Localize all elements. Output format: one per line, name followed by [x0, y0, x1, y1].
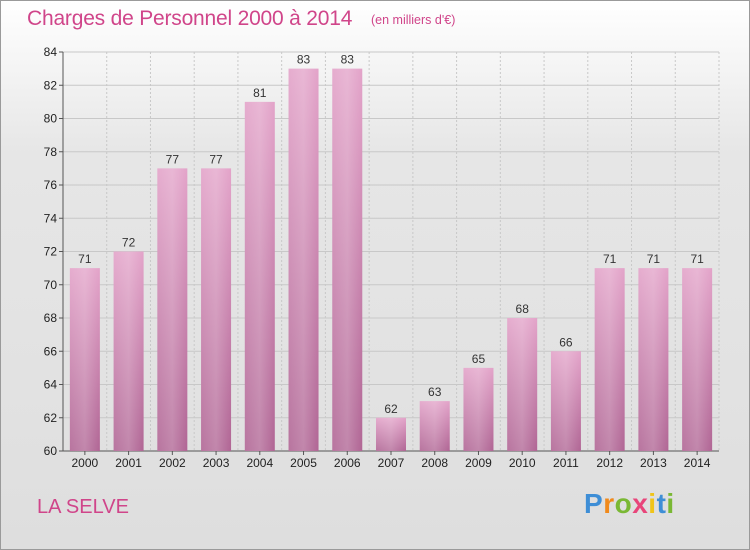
y-tick-label: 64 — [44, 378, 58, 392]
value-label-2001: 72 — [122, 236, 136, 250]
value-label-2006: 83 — [341, 53, 355, 67]
logo-letter: t — [656, 488, 667, 519]
value-label-2000: 71 — [78, 252, 92, 266]
y-tick-label: 74 — [44, 211, 58, 225]
bar-shine-2002 — [157, 168, 188, 451]
value-label-2007: 62 — [384, 402, 398, 416]
bar-shine-2013 — [638, 268, 669, 451]
bars — [69, 68, 713, 451]
chart-subtitle: (en milliers d'€) — [371, 13, 456, 27]
y-tick-label: 60 — [44, 444, 58, 458]
value-label-2011: 66 — [559, 335, 573, 349]
bar-shine-2011 — [550, 351, 581, 451]
value-label-2008: 63 — [428, 385, 442, 399]
x-tick-label-2000: 2000 — [72, 456, 99, 470]
x-tick-label-2003: 2003 — [203, 456, 230, 470]
y-tick-label: 80 — [44, 112, 58, 126]
logo-letter: i — [648, 488, 657, 519]
y-tick-label: 76 — [44, 178, 58, 192]
y-tick-label: 66 — [44, 344, 58, 358]
y-tick-label: 84 — [44, 45, 58, 59]
value-label-2010: 68 — [516, 302, 530, 316]
value-label-2014: 71 — [690, 252, 704, 266]
bar-shine-2010 — [507, 318, 538, 451]
value-label-2009: 65 — [472, 352, 486, 366]
bar-shine-2004 — [244, 101, 275, 451]
x-tick-label-2012: 2012 — [596, 456, 623, 470]
chart-title: Charges de Personnel 2000 à 2014 — [27, 7, 353, 30]
x-tick-label-2006: 2006 — [334, 456, 361, 470]
x-tick-label-2002: 2002 — [159, 456, 186, 470]
y-tick-label: 68 — [44, 311, 58, 325]
x-tick-label-2010: 2010 — [509, 456, 536, 470]
x-tick-label-2009: 2009 — [465, 456, 492, 470]
x-tick-label-2014: 2014 — [684, 456, 711, 470]
x-tick-label-2011: 2011 — [553, 456, 579, 470]
x-tick-label-2013: 2013 — [640, 456, 667, 470]
bar-shine-2014 — [682, 268, 713, 451]
proxiti-logo[interactable]: Proxiti — [584, 488, 675, 520]
bar-shine-2001 — [113, 251, 144, 451]
x-tick-label-2001: 2001 — [115, 456, 142, 470]
bar-shine-2000 — [69, 268, 100, 451]
logo-letter: r — [603, 488, 615, 519]
bar-shine-2003 — [201, 168, 232, 451]
y-tick-label: 72 — [44, 245, 58, 259]
value-label-2005: 83 — [297, 53, 311, 67]
value-label-2012: 71 — [603, 252, 617, 266]
x-tick-label-2004: 2004 — [246, 456, 273, 470]
bar-shine-2008 — [419, 401, 450, 451]
y-tick-label: 78 — [44, 145, 58, 159]
x-tick-label-2007: 2007 — [378, 456, 405, 470]
y-tick-label: 82 — [44, 78, 58, 92]
value-label-2013: 71 — [647, 252, 661, 266]
y-tick-label: 70 — [44, 278, 58, 292]
logo-letter: x — [632, 488, 649, 519]
logo-letter: o — [614, 488, 633, 519]
bar-shine-2005 — [288, 68, 319, 451]
value-label-2004: 81 — [253, 86, 267, 100]
labels: 60 62 64 66 68 70 72 74 76 78 80 82 84 71 2000 72 2001 77… — [44, 45, 711, 470]
value-label-2003: 77 — [209, 152, 223, 166]
x-tick-label-2005: 2005 — [290, 456, 317, 470]
y-tick-label: 62 — [44, 411, 58, 425]
commune-name: LA SELVE — [37, 496, 129, 518]
logo-letter: i — [666, 488, 675, 519]
logo-letter: P — [584, 488, 604, 519]
bar-shine-2007 — [376, 417, 406, 451]
bar-shine-2006 — [332, 68, 363, 451]
bar-shine-2012 — [594, 268, 625, 451]
bar-shine-2009 — [463, 367, 494, 451]
x-tick-label-2008: 2008 — [421, 456, 448, 470]
value-label-2002: 77 — [166, 152, 180, 166]
